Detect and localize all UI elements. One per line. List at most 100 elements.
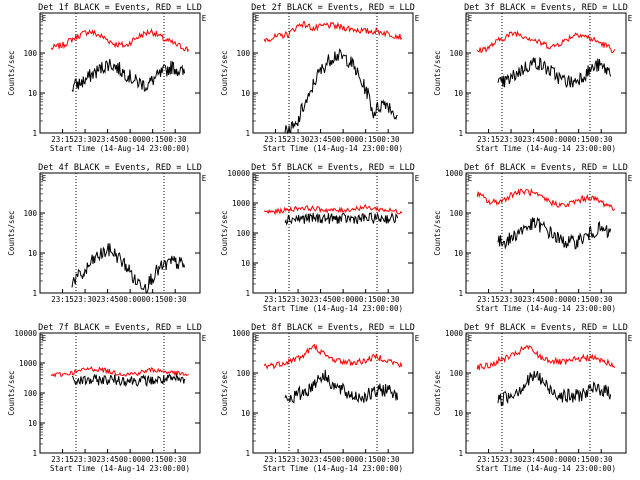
plot-frame [465,12,627,134]
y-axis-label: Counts/sec [433,50,442,95]
attenuator-marker-label: E [468,174,473,183]
x-tick-label: 23:30 [74,135,97,144]
x-tick-label: 23:15 [477,455,500,464]
x-tick-label: 23:30 [287,295,310,304]
y-tick-label: 10 [28,419,38,428]
panel-title: Det 9f BLACK = Events, RED = LLD [464,323,628,333]
x-tick-label: 23:45 [96,295,119,304]
attenuator-marker-label: E [415,334,420,343]
plot-frame [252,332,414,454]
series-lld-line [476,345,616,371]
x-tick-label: 00:30 [377,135,400,144]
plot-frame [465,172,627,294]
x-tick-label: 00:15 [354,295,377,304]
x-tick-label: 23:45 [522,135,545,144]
x-tick-label: 23:45 [96,135,119,144]
series-lld-line [476,188,616,211]
y-tick-label: 1000 [19,359,38,368]
series-events-line [71,373,186,388]
x-tick-label: 00:00 [545,295,568,304]
series-events-line [71,243,186,294]
plot-frame [39,12,201,134]
y-tick-label: 1000 [232,329,251,338]
y-tick-label: 10 [241,89,251,98]
series-lld-line [263,343,403,370]
series-events-line [497,56,612,89]
series-lld-line [263,204,403,216]
x-tick-label: 23:45 [309,135,332,144]
y-tick-label: 1 [32,289,37,298]
x-tick-label: 23:30 [287,135,310,144]
y-axis-label: Counts/sec [433,370,442,415]
x-tick-label: 23:30 [74,455,97,464]
y-axis-label: Counts/sec [7,370,16,415]
attenuator-marker-label: E [42,334,47,343]
x-tick-label: 23:15 [264,455,287,464]
x-axis-label: Start Time (14-Aug-14 23:00:00) [476,464,616,473]
y-tick-label: 1 [32,449,37,458]
x-tick-label: 23:45 [522,295,545,304]
series-events-line [284,48,398,135]
y-tick-label: 100 [23,389,37,398]
y-tick-label: 10000 [14,329,37,338]
panel-title: Det 8f BLACK = Events, RED = LLD [251,323,415,333]
panel-title: Det 5f BLACK = Events, RED = LLD [251,163,415,173]
y-tick-label: 1000 [445,169,464,178]
y-tick-label: 10 [28,89,38,98]
y-tick-label: 1000 [445,329,464,338]
x-tick-label: 00:00 [119,135,142,144]
attenuator-marker-label: E [628,14,633,23]
x-tick-label: 00:00 [119,455,142,464]
y-axis-label: Counts/sec [7,210,16,255]
attenuator-marker-label: E [255,14,260,23]
y-tick-label: 100 [23,209,37,218]
series-lld-line [50,366,189,378]
x-axis-label: Start Time (14-Aug-14 23:00:00) [50,464,190,473]
x-tick-label: 23:15 [477,295,500,304]
x-tick-label: 23:15 [51,455,74,464]
x-tick-label: 00:30 [164,135,187,144]
y-tick-label: 1 [245,289,250,298]
series-lld-line [476,30,616,54]
y-axis-label: Counts/sec [7,50,16,95]
x-tick-label: 00:15 [141,135,164,144]
x-axis-label: Start Time (14-Aug-14 23:00:00) [263,144,403,153]
x-tick-label: 23:45 [309,455,332,464]
x-tick-label: 00:15 [567,135,590,144]
x-tick-label: 00:15 [354,455,377,464]
attenuator-marker-label: E [255,174,260,183]
x-axis-label: Start Time (14-Aug-14 23:00:00) [263,464,403,473]
series-events-line [497,216,612,250]
series-lld-line [50,28,190,53]
x-tick-label: 00:00 [545,135,568,144]
x-tick-label: 23:30 [500,295,523,304]
attenuator-marker-label: E [202,334,207,343]
y-tick-label: 1 [32,129,37,138]
x-tick-label: 00:00 [332,295,355,304]
y-tick-label: 10 [241,259,251,268]
panel-title: Det 7f BLACK = Events, RED = LLD [38,323,202,333]
y-tick-label: 100 [236,369,250,378]
attenuator-marker-label: E [415,14,420,23]
x-tick-label: 23:15 [477,135,500,144]
x-tick-label: 23:15 [51,295,74,304]
series-events-line [497,370,612,407]
attenuator-marker-label: E [202,14,207,23]
attenuator-marker-label: E [255,334,260,343]
plot-frame [39,172,201,294]
attenuator-marker-label: E [415,174,420,183]
attenuator-marker-label: E [42,14,47,23]
series-events-line [284,369,399,404]
x-tick-label: 23:15 [264,295,287,304]
series-events-line [71,58,186,93]
x-tick-label: 00:00 [332,455,355,464]
series-events-line [284,211,399,226]
x-tick-label: 00:30 [164,295,187,304]
x-tick-label: 00:30 [590,455,613,464]
x-tick-label: 00:15 [141,455,164,464]
y-axis-label: Counts/sec [220,50,229,95]
x-axis-label: Start Time (14-Aug-14 23:00:00) [263,304,403,313]
